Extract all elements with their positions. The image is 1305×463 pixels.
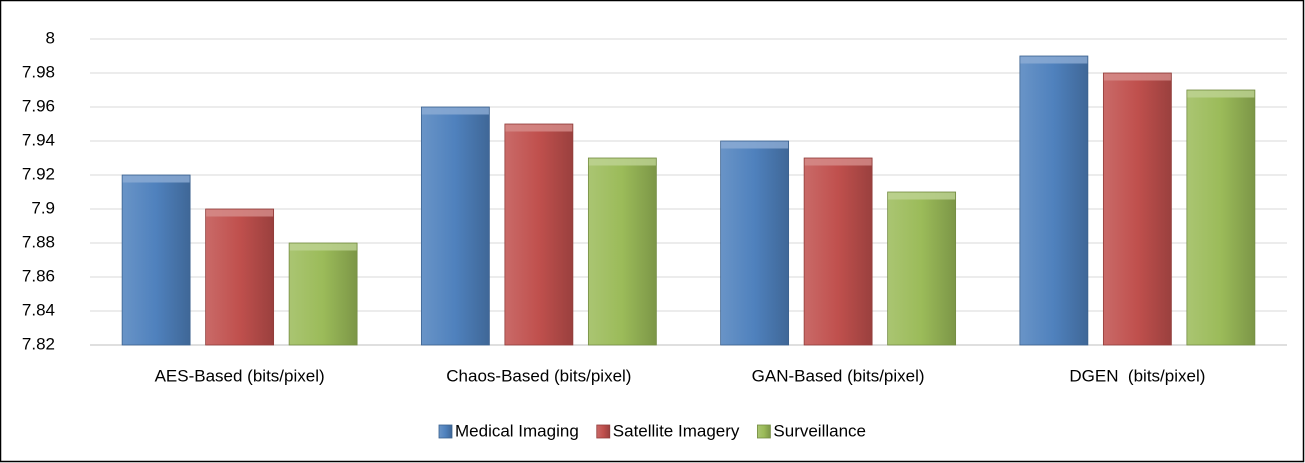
y-tick-label: 7.98 <box>22 62 55 81</box>
bar <box>887 191 957 346</box>
y-tick-label: 7.82 <box>22 334 55 353</box>
bar-cap <box>1187 90 1255 98</box>
bar <box>288 242 358 346</box>
bar-cap <box>206 209 274 217</box>
y-tick-label: 7.88 <box>22 232 55 251</box>
legend-swatch <box>596 424 611 439</box>
bar-cap <box>505 124 573 132</box>
y-tick-label: 7.94 <box>22 130 55 149</box>
bar-cap <box>1020 56 1088 64</box>
bar <box>1186 89 1256 346</box>
bar <box>504 123 574 346</box>
legend: Medical Imaging Satellite Imagery Surveill… <box>438 421 866 440</box>
bar <box>205 208 275 346</box>
x-tick-label: GAN-Based (bits/pixel) <box>752 366 925 385</box>
bar-cap <box>804 158 872 166</box>
legend-label: Surveillance <box>773 421 866 440</box>
bar <box>121 174 191 346</box>
x-tick-label: DGEN (bits/pixel) <box>1069 366 1205 385</box>
y-tick-label: 7.86 <box>22 266 55 285</box>
legend-swatch <box>438 424 453 439</box>
bar-cap <box>588 158 656 166</box>
bar <box>720 140 790 346</box>
y-tick-label: 7.84 <box>22 300 55 319</box>
bar-cap <box>289 243 357 251</box>
bar-cap <box>421 107 489 115</box>
bar <box>803 157 873 346</box>
y-tick-label: 7.92 <box>22 164 55 183</box>
bar-cap <box>122 175 190 183</box>
bar-cap <box>721 141 789 149</box>
x-tick-label: Chaos-Based (bits/pixel) <box>446 366 631 385</box>
legend-label: Satellite Imagery <box>613 421 740 440</box>
y-tick-label: 8 <box>46 28 55 47</box>
y-tick-label: 7.9 <box>31 198 55 217</box>
y-tick-label: 7.96 <box>22 96 55 115</box>
x-tick-label: AES-Based (bits/pixel) <box>155 366 325 385</box>
legend-swatch <box>756 424 771 439</box>
bar <box>1019 55 1089 346</box>
bar <box>1102 72 1172 346</box>
legend-label: Medical Imaging <box>455 421 579 440</box>
bar-cap <box>888 192 956 200</box>
bar <box>587 157 657 346</box>
bar-cap <box>1103 73 1171 81</box>
bar <box>420 106 490 346</box>
